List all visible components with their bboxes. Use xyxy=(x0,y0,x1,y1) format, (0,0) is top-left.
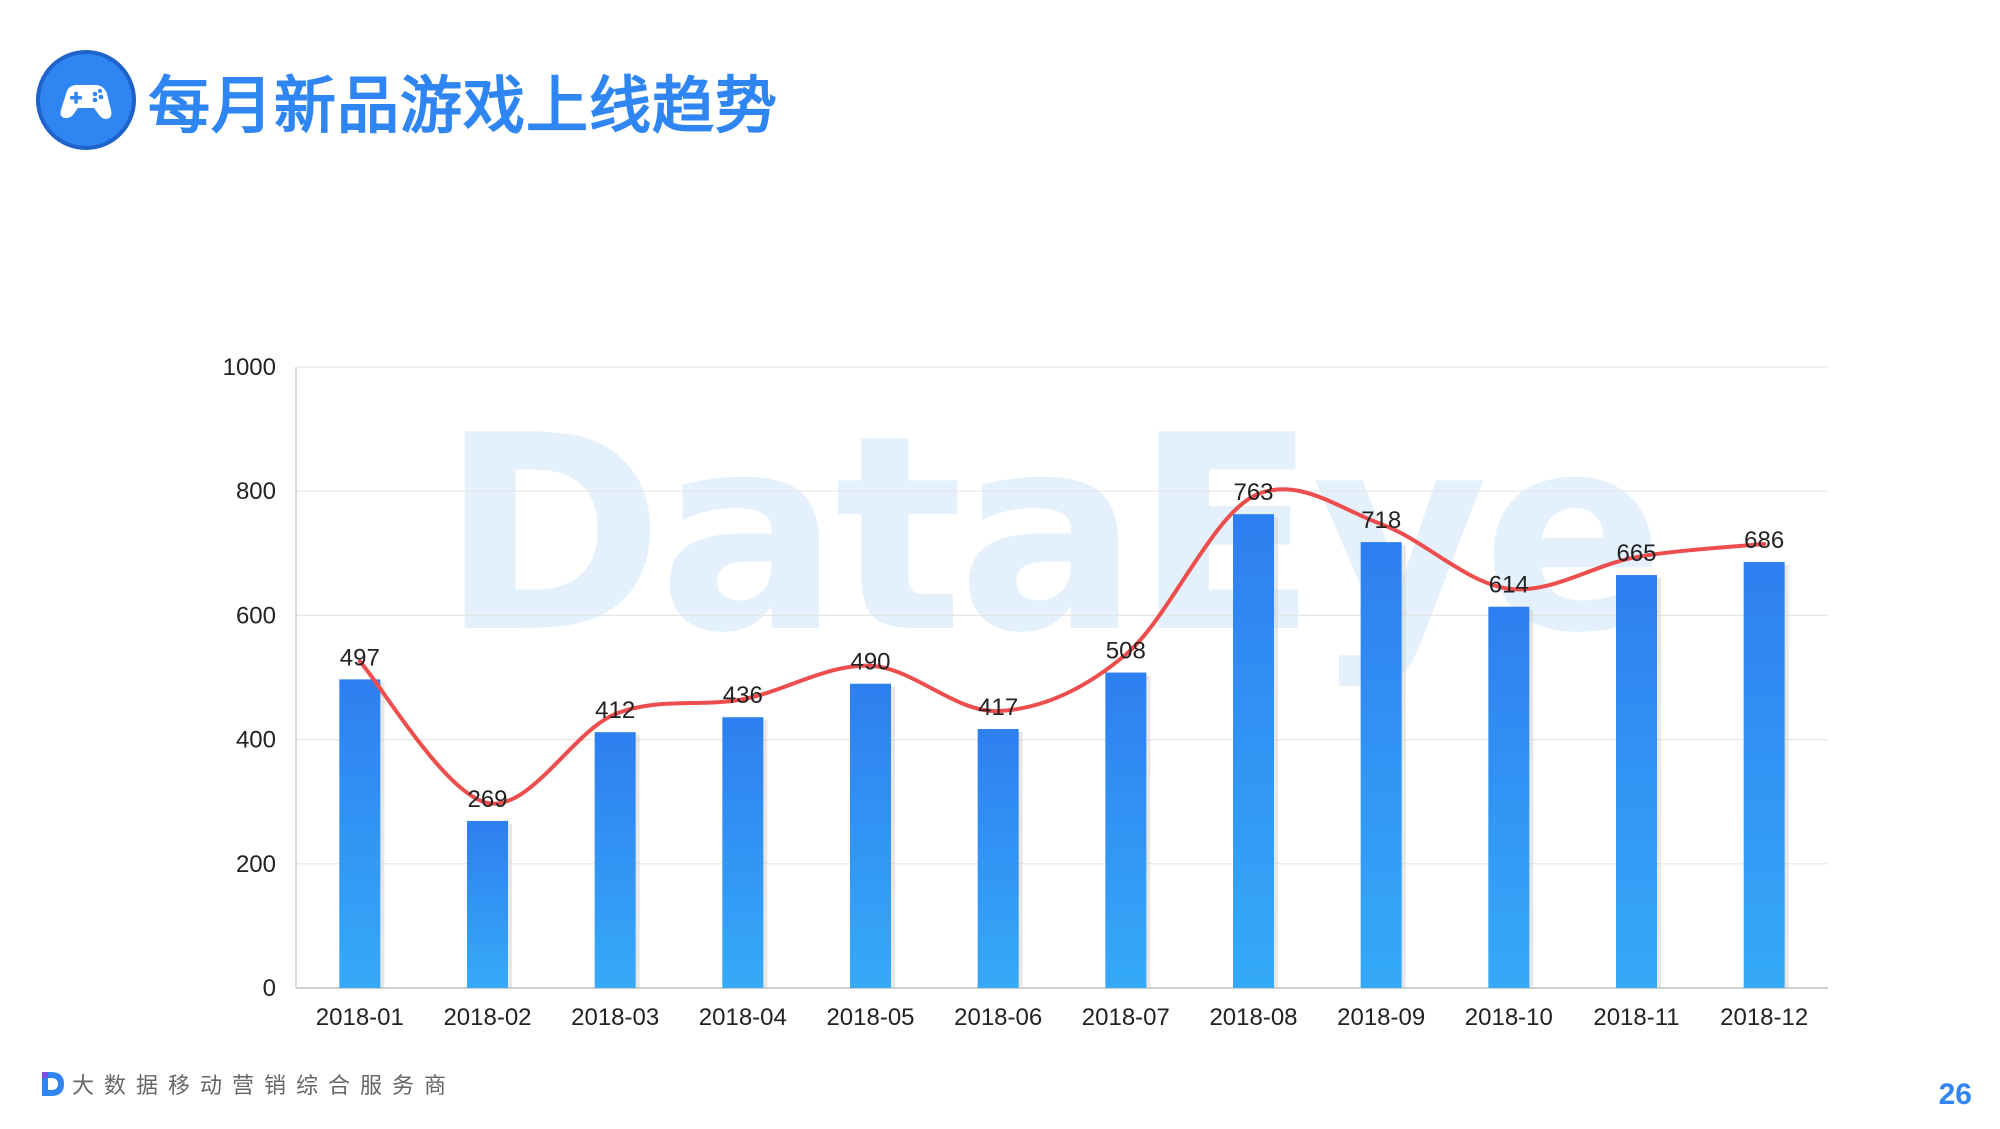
x-tick-label: 2018-10 xyxy=(1465,1004,1553,1031)
x-tick-label: 2018-09 xyxy=(1337,1004,1425,1031)
y-tick-label: 800 xyxy=(236,478,276,505)
x-tick-label: 2018-03 xyxy=(571,1004,659,1031)
bar xyxy=(1105,672,1147,988)
page-number: 26 xyxy=(1938,1078,1972,1111)
x-tick-label: 2018-06 xyxy=(954,1004,1042,1031)
data-label: 417 xyxy=(978,694,1018,721)
footer: 大数据移动营销综合服务商 xyxy=(40,1068,456,1100)
data-label: 686 xyxy=(1744,527,1784,554)
page-title: 每月新品游戏上线趋势 xyxy=(148,69,779,142)
y-tick-label: 1000 xyxy=(223,354,276,381)
x-tick-label: 2018-08 xyxy=(1209,1004,1297,1031)
data-label: 665 xyxy=(1616,540,1656,567)
x-tick-label: 2018-02 xyxy=(443,1004,531,1031)
bar xyxy=(467,820,508,988)
x-tick-label: 2018-12 xyxy=(1720,1004,1808,1031)
watermark-logo: DataEye xyxy=(440,377,1665,692)
x-tick-label: 2018-11 xyxy=(1593,1004,1679,1031)
bar xyxy=(1233,514,1274,988)
data-label: 614 xyxy=(1489,572,1529,599)
bar xyxy=(850,683,891,988)
x-tick-label: 2018-04 xyxy=(699,1004,787,1031)
x-tick-label: 2018-07 xyxy=(1082,1004,1170,1031)
gamepad-icon xyxy=(36,50,136,150)
bar xyxy=(977,729,1019,988)
bar xyxy=(1488,606,1530,988)
data-label: 497 xyxy=(340,644,380,671)
data-label: 269 xyxy=(467,786,507,813)
x-tick-label: 2018-05 xyxy=(826,1004,914,1031)
bar xyxy=(722,717,764,988)
x-tick-label: 2018-01 xyxy=(316,1004,404,1031)
data-label: 412 xyxy=(595,697,635,724)
y-tick-label: 0 xyxy=(263,975,276,1002)
data-label: 718 xyxy=(1361,507,1401,534)
bar xyxy=(594,732,636,988)
y-tick-label: 600 xyxy=(236,602,276,629)
y-tick-label: 200 xyxy=(236,851,276,878)
data-label: 436 xyxy=(723,682,763,709)
bar xyxy=(339,679,381,988)
data-label: 508 xyxy=(1106,638,1146,665)
dataeye-d-logo-icon xyxy=(42,1072,64,1096)
header: 每月新品游戏上线趋势 xyxy=(36,48,778,152)
trend-line xyxy=(357,487,1767,806)
y-tick-label: 400 xyxy=(236,727,276,754)
data-label: 490 xyxy=(850,649,890,676)
data-label: 763 xyxy=(1233,479,1273,506)
footer-tagline: 大数据移动营销综合服务商 xyxy=(72,1074,457,1099)
bar xyxy=(1743,561,1785,988)
bar xyxy=(1616,575,1657,988)
bar xyxy=(1360,542,1402,988)
